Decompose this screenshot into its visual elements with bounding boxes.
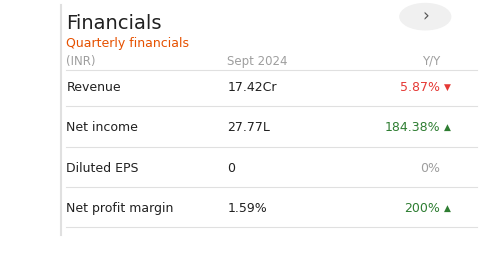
Text: ▲: ▲ xyxy=(444,204,451,213)
Text: Net profit margin: Net profit margin xyxy=(66,202,174,215)
Text: 0%: 0% xyxy=(420,162,440,175)
Text: ›: › xyxy=(422,8,429,26)
Text: 17.42Cr: 17.42Cr xyxy=(227,81,277,94)
Text: 1.59%: 1.59% xyxy=(227,202,267,215)
Text: Diluted EPS: Diluted EPS xyxy=(66,162,139,175)
Text: Financials: Financials xyxy=(66,14,162,33)
Text: Net income: Net income xyxy=(66,121,138,134)
Text: Sept 2024: Sept 2024 xyxy=(227,54,288,68)
Text: 200%: 200% xyxy=(404,202,440,215)
Circle shape xyxy=(400,4,451,30)
Text: ▼: ▼ xyxy=(444,83,451,92)
Text: (INR): (INR) xyxy=(66,54,96,68)
Text: Quarterly financials: Quarterly financials xyxy=(66,37,189,50)
Text: 0: 0 xyxy=(227,162,236,175)
Text: 27.77L: 27.77L xyxy=(227,121,270,134)
Text: 184.38%: 184.38% xyxy=(384,121,440,134)
Text: Y/Y: Y/Y xyxy=(422,54,440,68)
Text: Revenue: Revenue xyxy=(66,81,121,94)
Text: 5.87%: 5.87% xyxy=(400,81,440,94)
Text: ▲: ▲ xyxy=(444,123,451,132)
